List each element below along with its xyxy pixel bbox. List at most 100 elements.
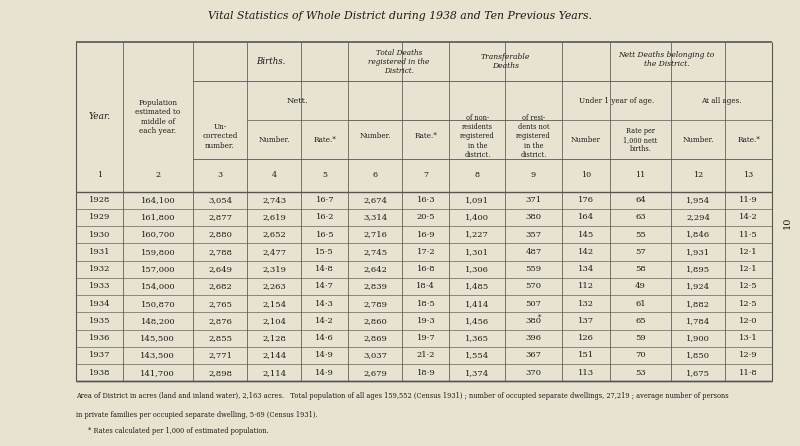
Text: 12·1: 12·1: [739, 265, 758, 273]
Text: 134: 134: [578, 265, 594, 273]
Text: 63: 63: [635, 213, 646, 221]
Text: 371: 371: [526, 196, 542, 204]
Text: 1932: 1932: [89, 265, 110, 273]
Text: 11·5: 11·5: [739, 231, 758, 239]
Text: 2: 2: [155, 171, 161, 179]
Text: 141,700: 141,700: [141, 369, 175, 377]
Text: 18·5: 18·5: [417, 300, 435, 308]
Text: 1,485: 1,485: [465, 282, 490, 290]
Text: 57: 57: [635, 248, 646, 256]
Text: 16·3: 16·3: [417, 196, 435, 204]
Text: 12·9: 12·9: [739, 351, 758, 359]
Text: 2,154: 2,154: [262, 300, 286, 308]
Text: 1,227: 1,227: [466, 231, 490, 239]
Text: 1,850: 1,850: [686, 351, 710, 359]
Text: 1,374: 1,374: [465, 369, 490, 377]
Text: Transferable
Deaths: Transferable Deaths: [481, 53, 530, 70]
Text: Rate.*: Rate.*: [314, 136, 336, 144]
Text: 13: 13: [743, 171, 754, 179]
Text: 61: 61: [635, 300, 646, 308]
Text: 3: 3: [218, 171, 222, 179]
Text: 12·5: 12·5: [739, 300, 758, 308]
Text: 2,128: 2,128: [262, 334, 286, 342]
Text: 2,477: 2,477: [262, 248, 286, 256]
Text: Year.: Year.: [88, 112, 110, 121]
Text: 1929: 1929: [89, 213, 110, 221]
Text: 2,294: 2,294: [686, 213, 710, 221]
Text: 10: 10: [782, 217, 791, 229]
Text: 2,789: 2,789: [363, 300, 387, 308]
Text: of non-
residents
registered
in the
district.: of non- residents registered in the dist…: [460, 114, 494, 159]
Text: 160,700: 160,700: [141, 231, 175, 239]
Text: 8: 8: [475, 171, 480, 179]
Text: 14·3: 14·3: [315, 300, 334, 308]
Text: At all ages.: At all ages.: [702, 97, 742, 105]
Text: 487: 487: [526, 248, 542, 256]
Text: 7: 7: [423, 171, 428, 179]
Text: 1,456: 1,456: [466, 317, 490, 325]
Text: 19·3: 19·3: [417, 317, 435, 325]
Text: 2,682: 2,682: [208, 282, 232, 290]
Text: 9: 9: [531, 171, 536, 179]
Text: 12·5: 12·5: [739, 282, 758, 290]
Text: Under 1 year of age.: Under 1 year of age.: [578, 97, 654, 105]
Text: 2,869: 2,869: [363, 334, 387, 342]
Text: 2,743: 2,743: [262, 196, 286, 204]
Text: 3,314: 3,314: [363, 213, 387, 221]
Text: 2,788: 2,788: [208, 248, 232, 256]
Text: 16·9: 16·9: [417, 231, 435, 239]
Text: 16·8: 16·8: [417, 265, 435, 273]
Text: 10: 10: [581, 171, 591, 179]
Text: 1933: 1933: [89, 282, 110, 290]
Text: 12·0: 12·0: [739, 317, 758, 325]
Text: Number: Number: [571, 136, 601, 144]
Text: Area of District in acres (land and inland water), 2,163 acres.   Total populati: Area of District in acres (land and inla…: [76, 392, 729, 401]
Text: 2,839: 2,839: [363, 282, 387, 290]
Text: 1938: 1938: [89, 369, 110, 377]
Text: 157,000: 157,000: [141, 265, 175, 273]
Text: 161,800: 161,800: [141, 213, 175, 221]
Text: 15·5: 15·5: [315, 248, 334, 256]
Text: 1930: 1930: [89, 231, 110, 239]
Text: 21·2: 21·2: [417, 351, 435, 359]
Text: 65: 65: [635, 317, 646, 325]
Text: * Rates calculated per 1,000 of estimated population.: * Rates calculated per 1,000 of estimate…: [88, 427, 269, 435]
Text: 2,855: 2,855: [208, 334, 232, 342]
Text: 380: 380: [526, 317, 542, 325]
Text: 2,652: 2,652: [262, 231, 286, 239]
Text: 14·6: 14·6: [315, 334, 334, 342]
Text: 1,900: 1,900: [686, 334, 710, 342]
Text: 70: 70: [635, 351, 646, 359]
Text: 1931: 1931: [89, 248, 110, 256]
Text: Rate.*: Rate.*: [414, 132, 438, 140]
Text: 164,100: 164,100: [141, 196, 175, 204]
Text: 2,674: 2,674: [363, 196, 387, 204]
Text: 1935: 1935: [89, 317, 110, 325]
Text: 3,054: 3,054: [208, 196, 232, 204]
Text: 1,882: 1,882: [686, 300, 710, 308]
Text: 2,104: 2,104: [262, 317, 286, 325]
Text: 370: 370: [526, 369, 542, 377]
Text: 145: 145: [578, 231, 594, 239]
Text: 59: 59: [635, 334, 646, 342]
Text: 2,319: 2,319: [262, 265, 286, 273]
Text: 1,895: 1,895: [686, 265, 710, 273]
Text: 14·2: 14·2: [739, 213, 758, 221]
Text: 507: 507: [526, 300, 542, 308]
Text: 112: 112: [578, 282, 594, 290]
Text: 559: 559: [526, 265, 542, 273]
Text: Births.: Births.: [256, 58, 286, 66]
Text: 1,924: 1,924: [686, 282, 710, 290]
Text: 145,500: 145,500: [141, 334, 175, 342]
Text: 2,619: 2,619: [262, 213, 286, 221]
Text: 148,200: 148,200: [141, 317, 175, 325]
Text: 11·9: 11·9: [739, 196, 758, 204]
Text: 2,765: 2,765: [208, 300, 232, 308]
Text: 20·5: 20·5: [417, 213, 435, 221]
Text: Rate.*: Rate.*: [737, 136, 760, 144]
Text: 1937: 1937: [89, 351, 110, 359]
Text: in private families per occupied separate dwelling, 5·69 (Census 1931).: in private families per occupied separat…: [76, 411, 318, 419]
Text: Population
estimated to
middle of
each year.: Population estimated to middle of each y…: [135, 99, 181, 135]
Text: 1,301: 1,301: [466, 248, 490, 256]
Text: 143,500: 143,500: [141, 351, 175, 359]
